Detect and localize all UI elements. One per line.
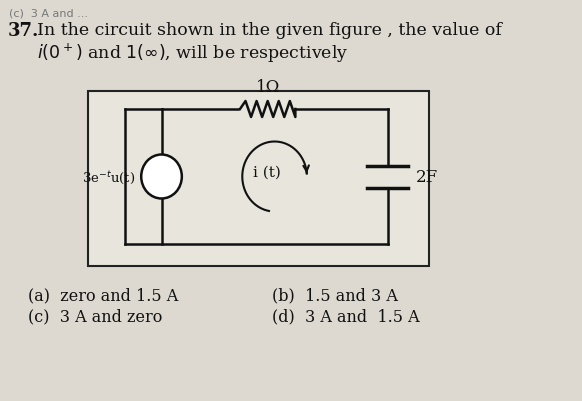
- Text: $i\left(0^+\right)$ and $1\left(\infty\right)$, will be respectively: $i\left(0^+\right)$ and $1\left(\infty\r…: [37, 42, 349, 65]
- Circle shape: [141, 155, 182, 199]
- Bar: [88, 92, 429, 266]
- Text: 3e$^{-t}$u(t): 3e$^{-t}$u(t): [83, 169, 136, 185]
- Text: (a)  zero and 1.5 A: (a) zero and 1.5 A: [28, 286, 178, 303]
- Text: (d)  3 A and  1.5 A: (d) 3 A and 1.5 A: [272, 307, 420, 324]
- Text: 2F: 2F: [416, 168, 438, 186]
- Text: (b)  1.5 and 3 A: (b) 1.5 and 3 A: [272, 286, 398, 303]
- Text: In the circuit shown in the given figure , the value of: In the circuit shown in the given figure…: [37, 22, 502, 39]
- Text: 1Ω: 1Ω: [255, 79, 280, 96]
- Text: (c)  3 A and zero: (c) 3 A and zero: [28, 307, 162, 324]
- Text: i (t): i (t): [253, 165, 281, 179]
- Text: 37.: 37.: [8, 22, 39, 40]
- Text: (c)  3 A and ...: (c) 3 A and ...: [9, 8, 88, 18]
